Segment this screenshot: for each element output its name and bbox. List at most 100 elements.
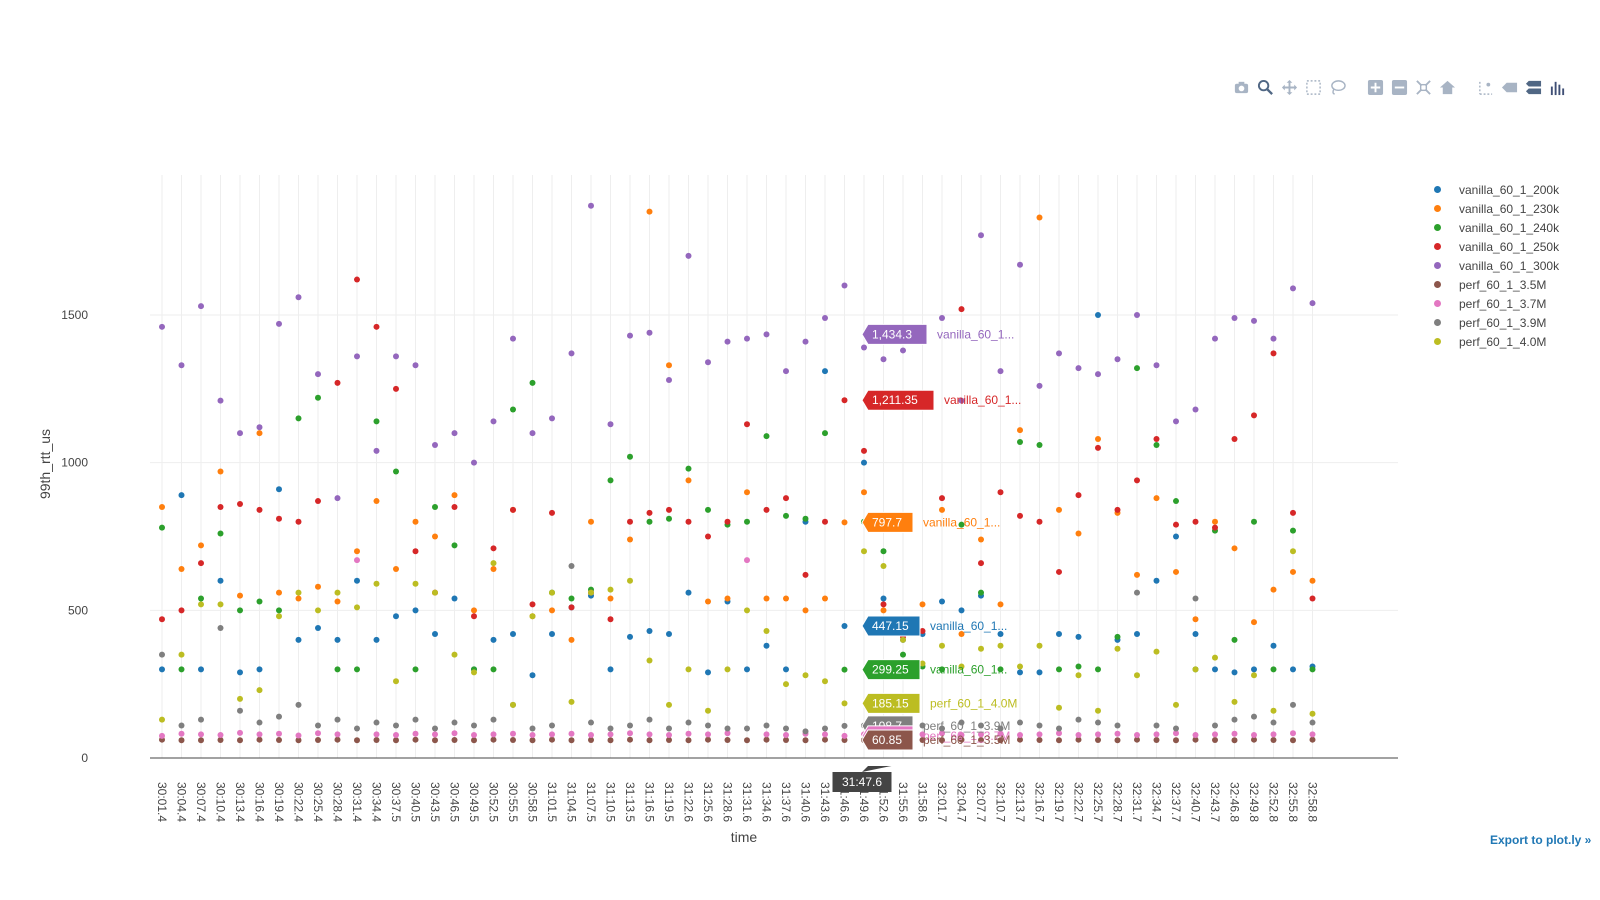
data-point <box>666 630 672 637</box>
export-to-plotly-link[interactable]: Export to plot.ly » <box>1490 833 1592 847</box>
data-point <box>451 651 458 658</box>
data-point <box>1231 436 1238 443</box>
camera-icon <box>1234 81 1248 93</box>
data-point <box>237 607 243 614</box>
data-point <box>237 737 243 744</box>
hover-labels: 1,434.3 vanilla_60_1... 1,211.35 vanilla_60… <box>832 323 1021 792</box>
zoom-out-button[interactable] <box>1390 78 1408 96</box>
data-point <box>1290 737 1296 744</box>
plotly-logo-button[interactable] <box>1548 78 1566 96</box>
data-point <box>783 368 789 375</box>
legend-label: vanilla_60_1_300k <box>1459 258 1560 273</box>
camera-button[interactable] <box>1232 78 1250 96</box>
legend-item[interactable]: perf_60_1_4.0M <box>1432 332 1559 351</box>
x-tick-label: 31:43.6 <box>818 782 832 822</box>
reset-axes-button[interactable] <box>1438 78 1456 96</box>
data-point <box>393 565 399 572</box>
hover-closest-button[interactable] <box>1500 78 1518 96</box>
data-point <box>237 669 243 676</box>
data-point <box>1114 633 1121 640</box>
legend-item[interactable]: vanilla_60_1_200k <box>1432 180 1559 199</box>
data-point <box>763 642 770 649</box>
data-point <box>1192 518 1199 525</box>
data-point <box>666 506 672 513</box>
data-point <box>627 736 633 743</box>
data-point <box>997 737 1004 744</box>
data-point <box>1173 521 1179 528</box>
data-point <box>997 489 1004 496</box>
x-tick-label: 32:52.8 <box>1267 782 1281 822</box>
legend-item[interactable]: vanilla_60_1_300k <box>1432 256 1559 275</box>
data-point <box>802 728 809 735</box>
data-point <box>685 666 692 673</box>
legend-item[interactable]: perf_60_1_3.5M <box>1432 275 1559 294</box>
data-point <box>1075 530 1082 537</box>
data-point <box>1134 731 1140 738</box>
legend-item[interactable]: perf_60_1_3.9M <box>1432 313 1559 332</box>
box-select-button[interactable] <box>1304 78 1322 96</box>
hover-value: 797.7 <box>872 515 902 529</box>
data-point <box>1153 722 1160 729</box>
data-point <box>198 737 204 744</box>
data-point <box>198 731 204 738</box>
data-point <box>919 601 926 608</box>
data-point <box>373 636 380 643</box>
legend-item[interactable]: vanilla_60_1_230k <box>1432 199 1559 218</box>
data-point <box>568 604 575 611</box>
data-point <box>217 601 224 608</box>
x-tick-label: 31:01.5 <box>545 782 559 822</box>
hover-series-name: perf_60_1_3.7M <box>923 729 1010 743</box>
autoscale-button[interactable] <box>1414 78 1432 96</box>
data-point <box>1114 645 1121 652</box>
hover-value-box <box>861 729 914 751</box>
data-point <box>958 521 965 528</box>
x-tick-label: 30:31.4 <box>350 782 364 822</box>
legend-item[interactable]: vanilla_60_1_240k <box>1432 218 1559 237</box>
pan-button[interactable] <box>1280 78 1298 96</box>
data-point <box>783 595 789 602</box>
data-point <box>549 589 555 596</box>
lasso-select-button[interactable] <box>1328 78 1346 96</box>
data-point <box>198 303 204 310</box>
data-point <box>1075 736 1082 743</box>
data-point <box>549 736 555 743</box>
data-point <box>919 736 926 743</box>
data-point <box>939 666 945 673</box>
hover-x-bg <box>832 772 892 792</box>
data-point <box>1036 441 1043 448</box>
data-point <box>705 506 711 513</box>
data-point <box>256 736 263 743</box>
data-point <box>256 430 263 437</box>
data-point <box>588 731 594 738</box>
legend-item[interactable]: vanilla_60_1_250k <box>1432 237 1559 256</box>
data-point <box>529 613 536 620</box>
data-point <box>178 666 185 673</box>
data-point <box>295 415 302 422</box>
legend-label: perf_60_1_3.5M <box>1459 277 1547 292</box>
data-point <box>763 331 770 338</box>
hover-compare-button[interactable] <box>1524 78 1542 96</box>
spike-lines-button[interactable] <box>1476 78 1494 96</box>
data-point <box>451 730 458 737</box>
zoom-in-button[interactable] <box>1366 78 1384 96</box>
data-point <box>1114 722 1121 729</box>
hover-series-name: vanilla_60_1... <box>930 619 1007 633</box>
spike-lines-icon <box>1478 81 1492 95</box>
data-point <box>549 630 555 637</box>
data-point <box>1309 731 1316 738</box>
data-point <box>841 397 848 404</box>
legend-item[interactable]: perf_60_1_3.7M <box>1432 294 1559 313</box>
x-tick-label: 30:28.4 <box>331 782 345 822</box>
data-point <box>178 737 185 744</box>
data-point <box>744 489 750 496</box>
data-point <box>529 379 536 386</box>
zoom-button[interactable] <box>1256 78 1274 96</box>
data-point <box>354 725 360 732</box>
data-point <box>1153 648 1160 655</box>
data-point <box>978 560 984 567</box>
data-point <box>1075 663 1082 670</box>
hover-series-name: perf_60_1_4.0M <box>930 696 1017 710</box>
data-point <box>607 595 614 602</box>
x-tick-label: 30:40.5 <box>409 782 423 822</box>
data-points <box>159 202 1316 744</box>
